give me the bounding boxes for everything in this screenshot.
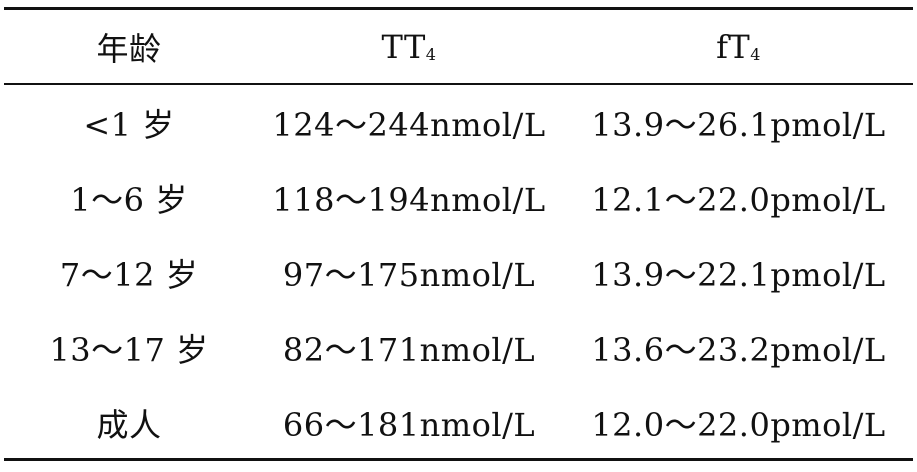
tt4-cell: 82～171nmol/L [282, 330, 536, 369]
age-cell: 1～6 岁 [70, 180, 188, 219]
header-tt4-label: TT [381, 27, 426, 66]
ft4-cell: 13.6～23.2pmol/L [591, 330, 886, 369]
header-tt4-subscript: 4 [425, 44, 437, 64]
age-cell: 成人 [96, 405, 162, 444]
header-tt4: TT4 [254, 28, 564, 66]
table-row: 成人 66～181nmol/L 12.0～22.0pmol/L [4, 385, 913, 460]
ft4-cell: 12.1～22.0pmol/L [591, 180, 886, 219]
tt4-cell: 118～194nmol/L [272, 180, 546, 219]
table-header-row: 年龄 TT4 fT4 [4, 10, 913, 85]
header-ft4-subscript: 4 [750, 44, 761, 64]
table-row: <1 岁 124～244nmol/L 13.9～26.1pmol/L [4, 85, 913, 160]
ft4-cell: 13.9～26.1pmol/L [591, 105, 886, 144]
tt4-cell: 97～175nmol/L [282, 255, 536, 294]
table-row: 7～12 岁 97～175nmol/L 13.9～22.1pmol/L [4, 235, 913, 310]
table-row: 1～6 岁 118～194nmol/L 12.1～22.0pmol/L [4, 160, 913, 235]
header-age-label: 年龄 [96, 29, 162, 68]
age-cell: 13～17 岁 [49, 330, 209, 369]
header-ft4: fT4 [564, 28, 913, 66]
header-age: 年龄 [4, 24, 254, 70]
header-ft4-label: fT [716, 27, 751, 66]
age-cell: 7～12 岁 [59, 255, 199, 294]
ft4-cell: 12.0～22.0pmol/L [591, 405, 886, 444]
tt4-cell: 66～181nmol/L [282, 405, 536, 444]
ft4-cell: 13.9～22.1pmol/L [591, 255, 886, 294]
age-cell: <1 岁 [83, 105, 175, 144]
reference-table: 年龄 TT4 fT4 <1 岁 124～244nmol/L 13.9～26.1p… [4, 7, 913, 461]
tt4-cell: 124～244nmol/L [272, 105, 546, 144]
table-row: 13～17 岁 82～171nmol/L 13.6～23.2pmol/L [4, 310, 913, 385]
